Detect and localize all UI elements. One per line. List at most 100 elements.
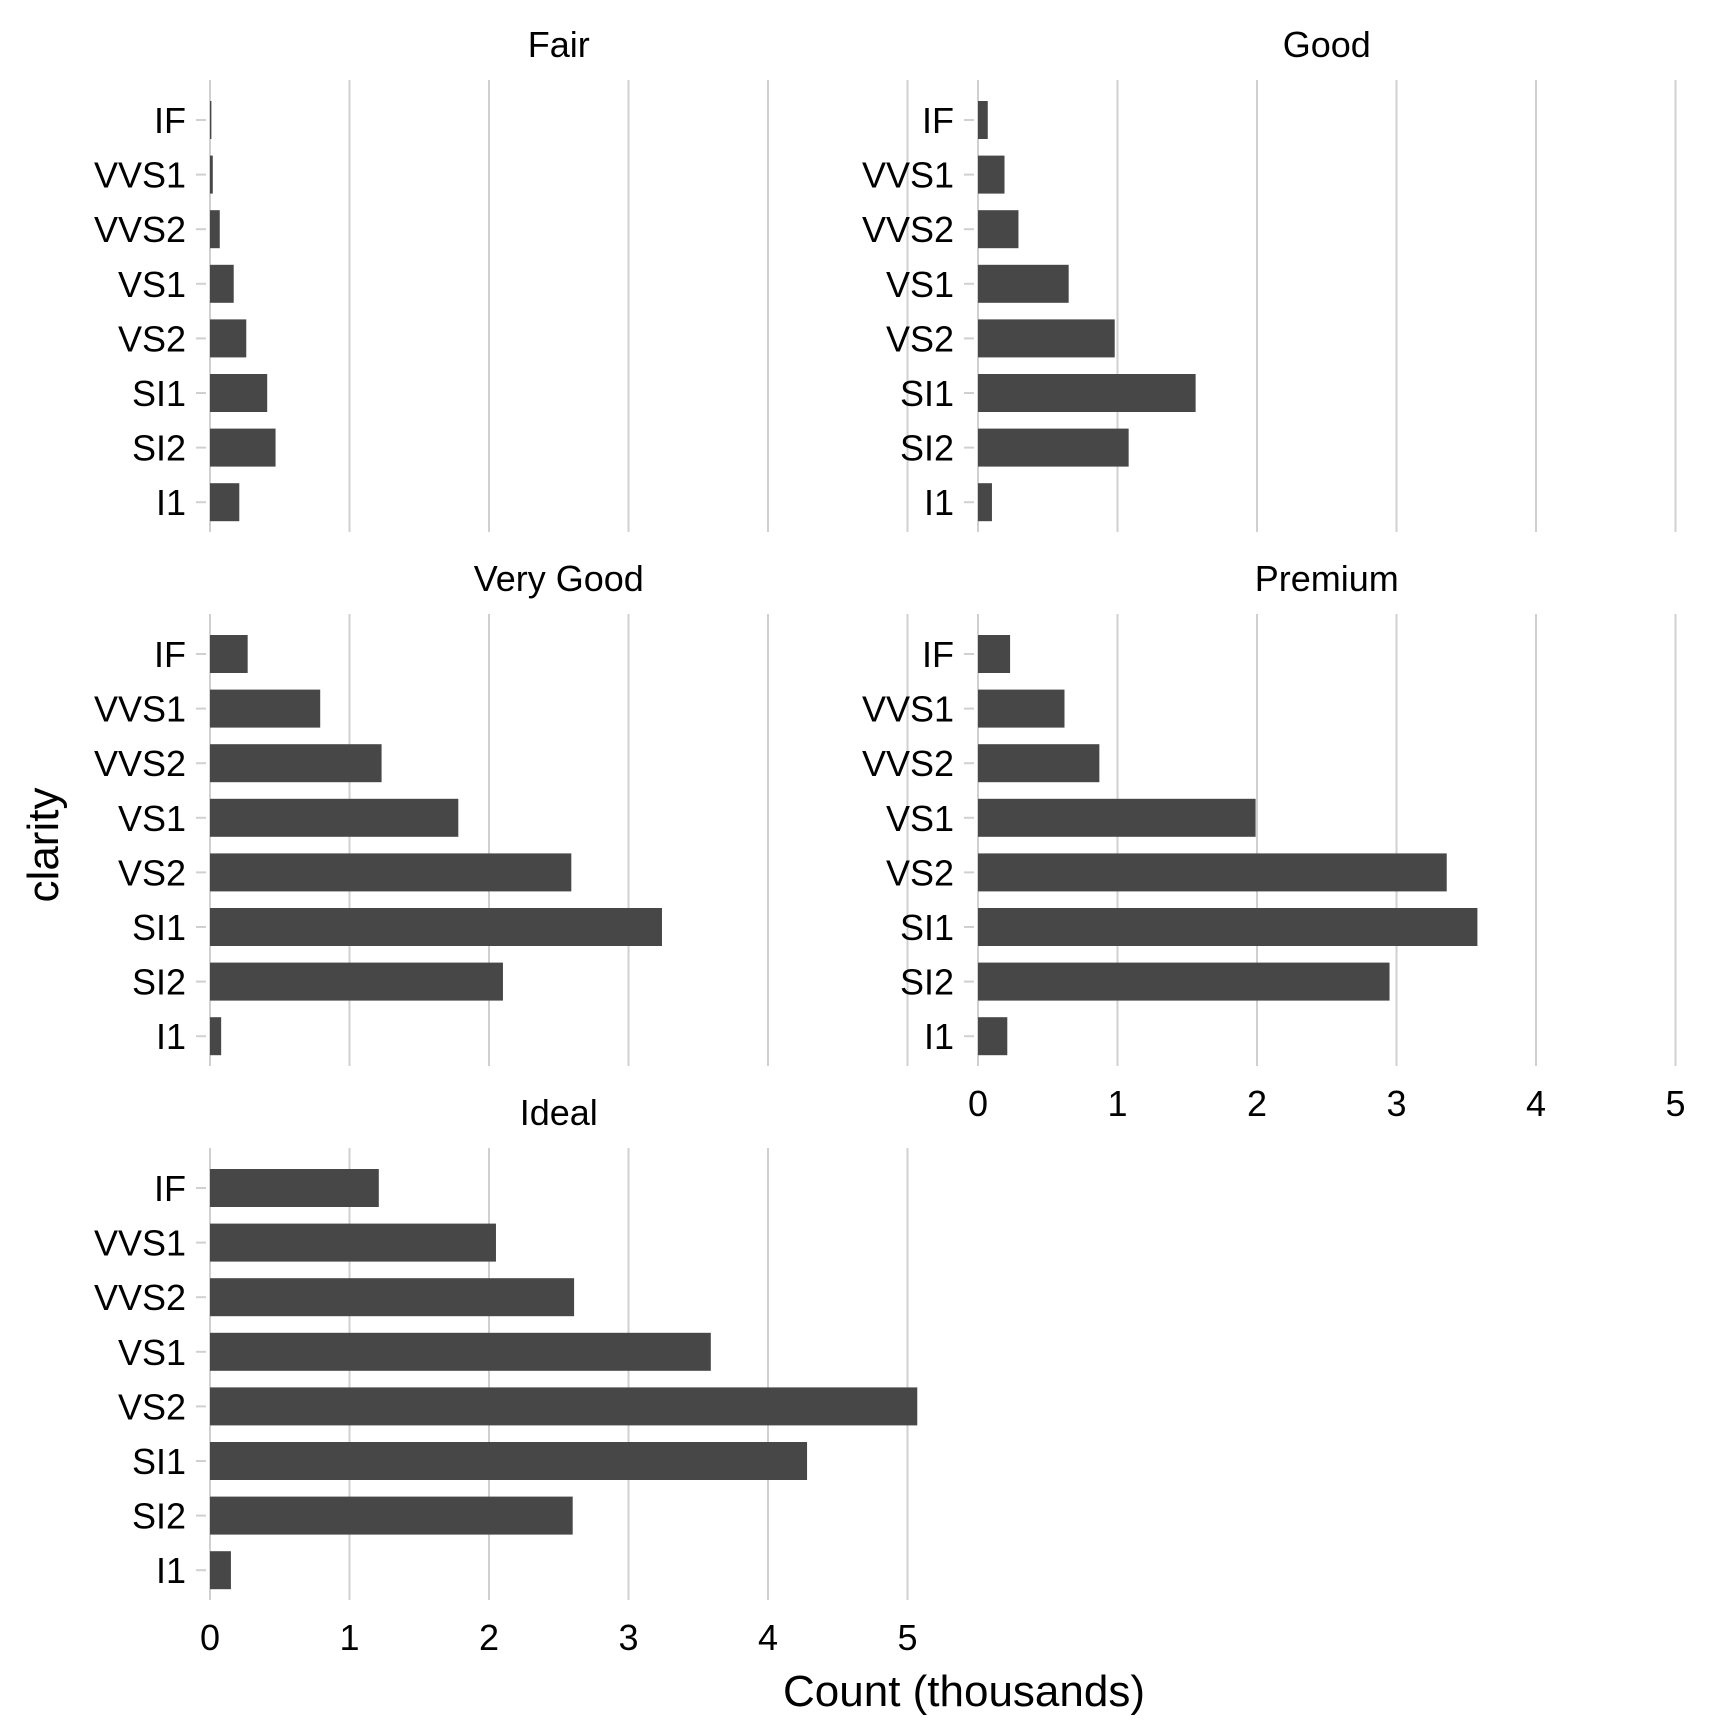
facet-title: Premium — [1255, 558, 1399, 599]
bar — [978, 155, 1005, 194]
bar — [978, 744, 1100, 783]
bar — [978, 1017, 1008, 1056]
y-tick-label: VS1 — [886, 798, 954, 839]
y-tick-label: VVS1 — [94, 689, 186, 730]
bar — [210, 853, 572, 892]
y-axis-title: clarity — [19, 788, 68, 903]
y-tick-label: VS2 — [118, 318, 186, 359]
facet-panel-good: Good IF VVS1 VVS2 VS1 VS2 SI1 SI2 I1 — [862, 24, 1677, 532]
bar — [978, 101, 988, 139]
bar — [978, 428, 1129, 467]
y-tick-label: I1 — [924, 1016, 954, 1057]
y-tick-label: VS2 — [886, 852, 954, 893]
bar — [210, 1169, 379, 1207]
bar — [210, 689, 321, 728]
facet-panel-premium: Premium IF VVS1 VVS2 VS1 VS2 SI1 SI2 I1 0 1 2 3 4 5 — [862, 558, 1686, 1124]
y-tick-label: IF — [154, 100, 186, 141]
bar — [210, 635, 248, 673]
x-tick-label: 0 — [968, 1083, 988, 1124]
y-tick-label: IF — [922, 100, 954, 141]
x-tick-label: 2 — [479, 1617, 499, 1658]
y-tick-label: SI1 — [132, 1441, 186, 1482]
y-tick-label: I1 — [156, 1016, 186, 1057]
facet-panel-very-good: Very Good IF VVS1 VVS2 VS1 VS2 SI1 SI2 I1 — [94, 558, 909, 1066]
bar — [210, 101, 212, 139]
y-tick-label: SI2 — [132, 428, 186, 469]
y-tick-label: SI2 — [132, 1496, 186, 1537]
x-tick-label: 2 — [1247, 1083, 1267, 1124]
bar — [210, 1017, 222, 1056]
y-tick-label: SI1 — [900, 373, 954, 414]
y-tick-label: VS2 — [118, 1386, 186, 1427]
y-tick-label: VS2 — [118, 852, 186, 893]
y-tick-label: VS1 — [886, 264, 954, 305]
y-tick-label: VVS2 — [862, 209, 954, 250]
y-tick-label: VVS1 — [862, 155, 954, 196]
y-tick-label: VS1 — [118, 1332, 186, 1373]
bar — [210, 374, 268, 412]
bar — [210, 483, 240, 522]
y-tick-label: VS1 — [118, 798, 186, 839]
facet-title: Very Good — [474, 558, 644, 599]
x-tick-label: 4 — [1526, 1083, 1546, 1124]
y-tick-label: VS1 — [118, 264, 186, 305]
y-tick-label: VVS2 — [94, 209, 186, 250]
facet-panel-ideal: Ideal IF VVS1 VVS2 VS1 VS2 SI1 SI2 I1 0 1 2 3 4 5 — [94, 1092, 918, 1658]
y-tick-label: VVS2 — [94, 1277, 186, 1318]
y-tick-label: SI1 — [900, 907, 954, 948]
bar — [978, 264, 1069, 303]
bar — [210, 1278, 575, 1317]
y-tick-label: SI1 — [132, 907, 186, 948]
y-tick-label: SI2 — [900, 962, 954, 1003]
x-tick-label: 1 — [1107, 1083, 1127, 1124]
bar — [978, 689, 1065, 728]
x-tick-label: 3 — [1386, 1083, 1406, 1124]
bar — [210, 1442, 808, 1480]
x-tick-label: 4 — [758, 1617, 778, 1658]
y-tick-label: VVS1 — [94, 1223, 186, 1264]
y-tick-label: IF — [154, 634, 186, 675]
y-tick-label: VVS1 — [862, 689, 954, 730]
bar — [978, 635, 1011, 673]
bar — [978, 908, 1478, 946]
y-tick-label: VVS2 — [94, 743, 186, 784]
bar — [978, 374, 1196, 412]
bar — [978, 962, 1390, 1001]
bar — [210, 908, 662, 946]
y-tick-label: I1 — [156, 1550, 186, 1591]
x-tick-label: 3 — [618, 1617, 638, 1658]
bar — [210, 1332, 711, 1371]
bar — [978, 798, 1256, 837]
bar — [210, 744, 382, 783]
facet-title: Good — [1283, 24, 1371, 65]
bar — [210, 1551, 231, 1590]
y-tick-label: VVS1 — [94, 155, 186, 196]
y-tick-label: SI1 — [132, 373, 186, 414]
x-axis-title: Count (thousands) — [783, 1667, 1145, 1716]
bar — [210, 962, 503, 1001]
facet-panel-fair: Fair IF VVS1 VVS2 VS1 VS2 SI1 SI2 I1 — [94, 24, 909, 532]
x-tick-label: 1 — [339, 1617, 359, 1658]
bar — [210, 1496, 573, 1535]
x-tick-label: 5 — [1665, 1083, 1685, 1124]
bar — [210, 319, 247, 358]
y-tick-label: VVS2 — [862, 743, 954, 784]
bar — [978, 319, 1115, 358]
bar — [978, 210, 1019, 249]
bar — [978, 853, 1447, 892]
x-tick-label: 0 — [200, 1617, 220, 1658]
y-tick-label: IF — [922, 634, 954, 675]
bar — [210, 1223, 496, 1262]
y-tick-label: VS2 — [886, 318, 954, 359]
facet-title: Ideal — [520, 1092, 598, 1133]
y-tick-label: I1 — [924, 482, 954, 523]
bar — [210, 428, 276, 467]
y-tick-label: IF — [154, 1168, 186, 1209]
bar — [978, 483, 992, 522]
bar — [210, 210, 220, 249]
facet-title: Fair — [528, 24, 590, 65]
y-tick-label: SI2 — [900, 428, 954, 469]
y-tick-label: SI2 — [132, 962, 186, 1003]
